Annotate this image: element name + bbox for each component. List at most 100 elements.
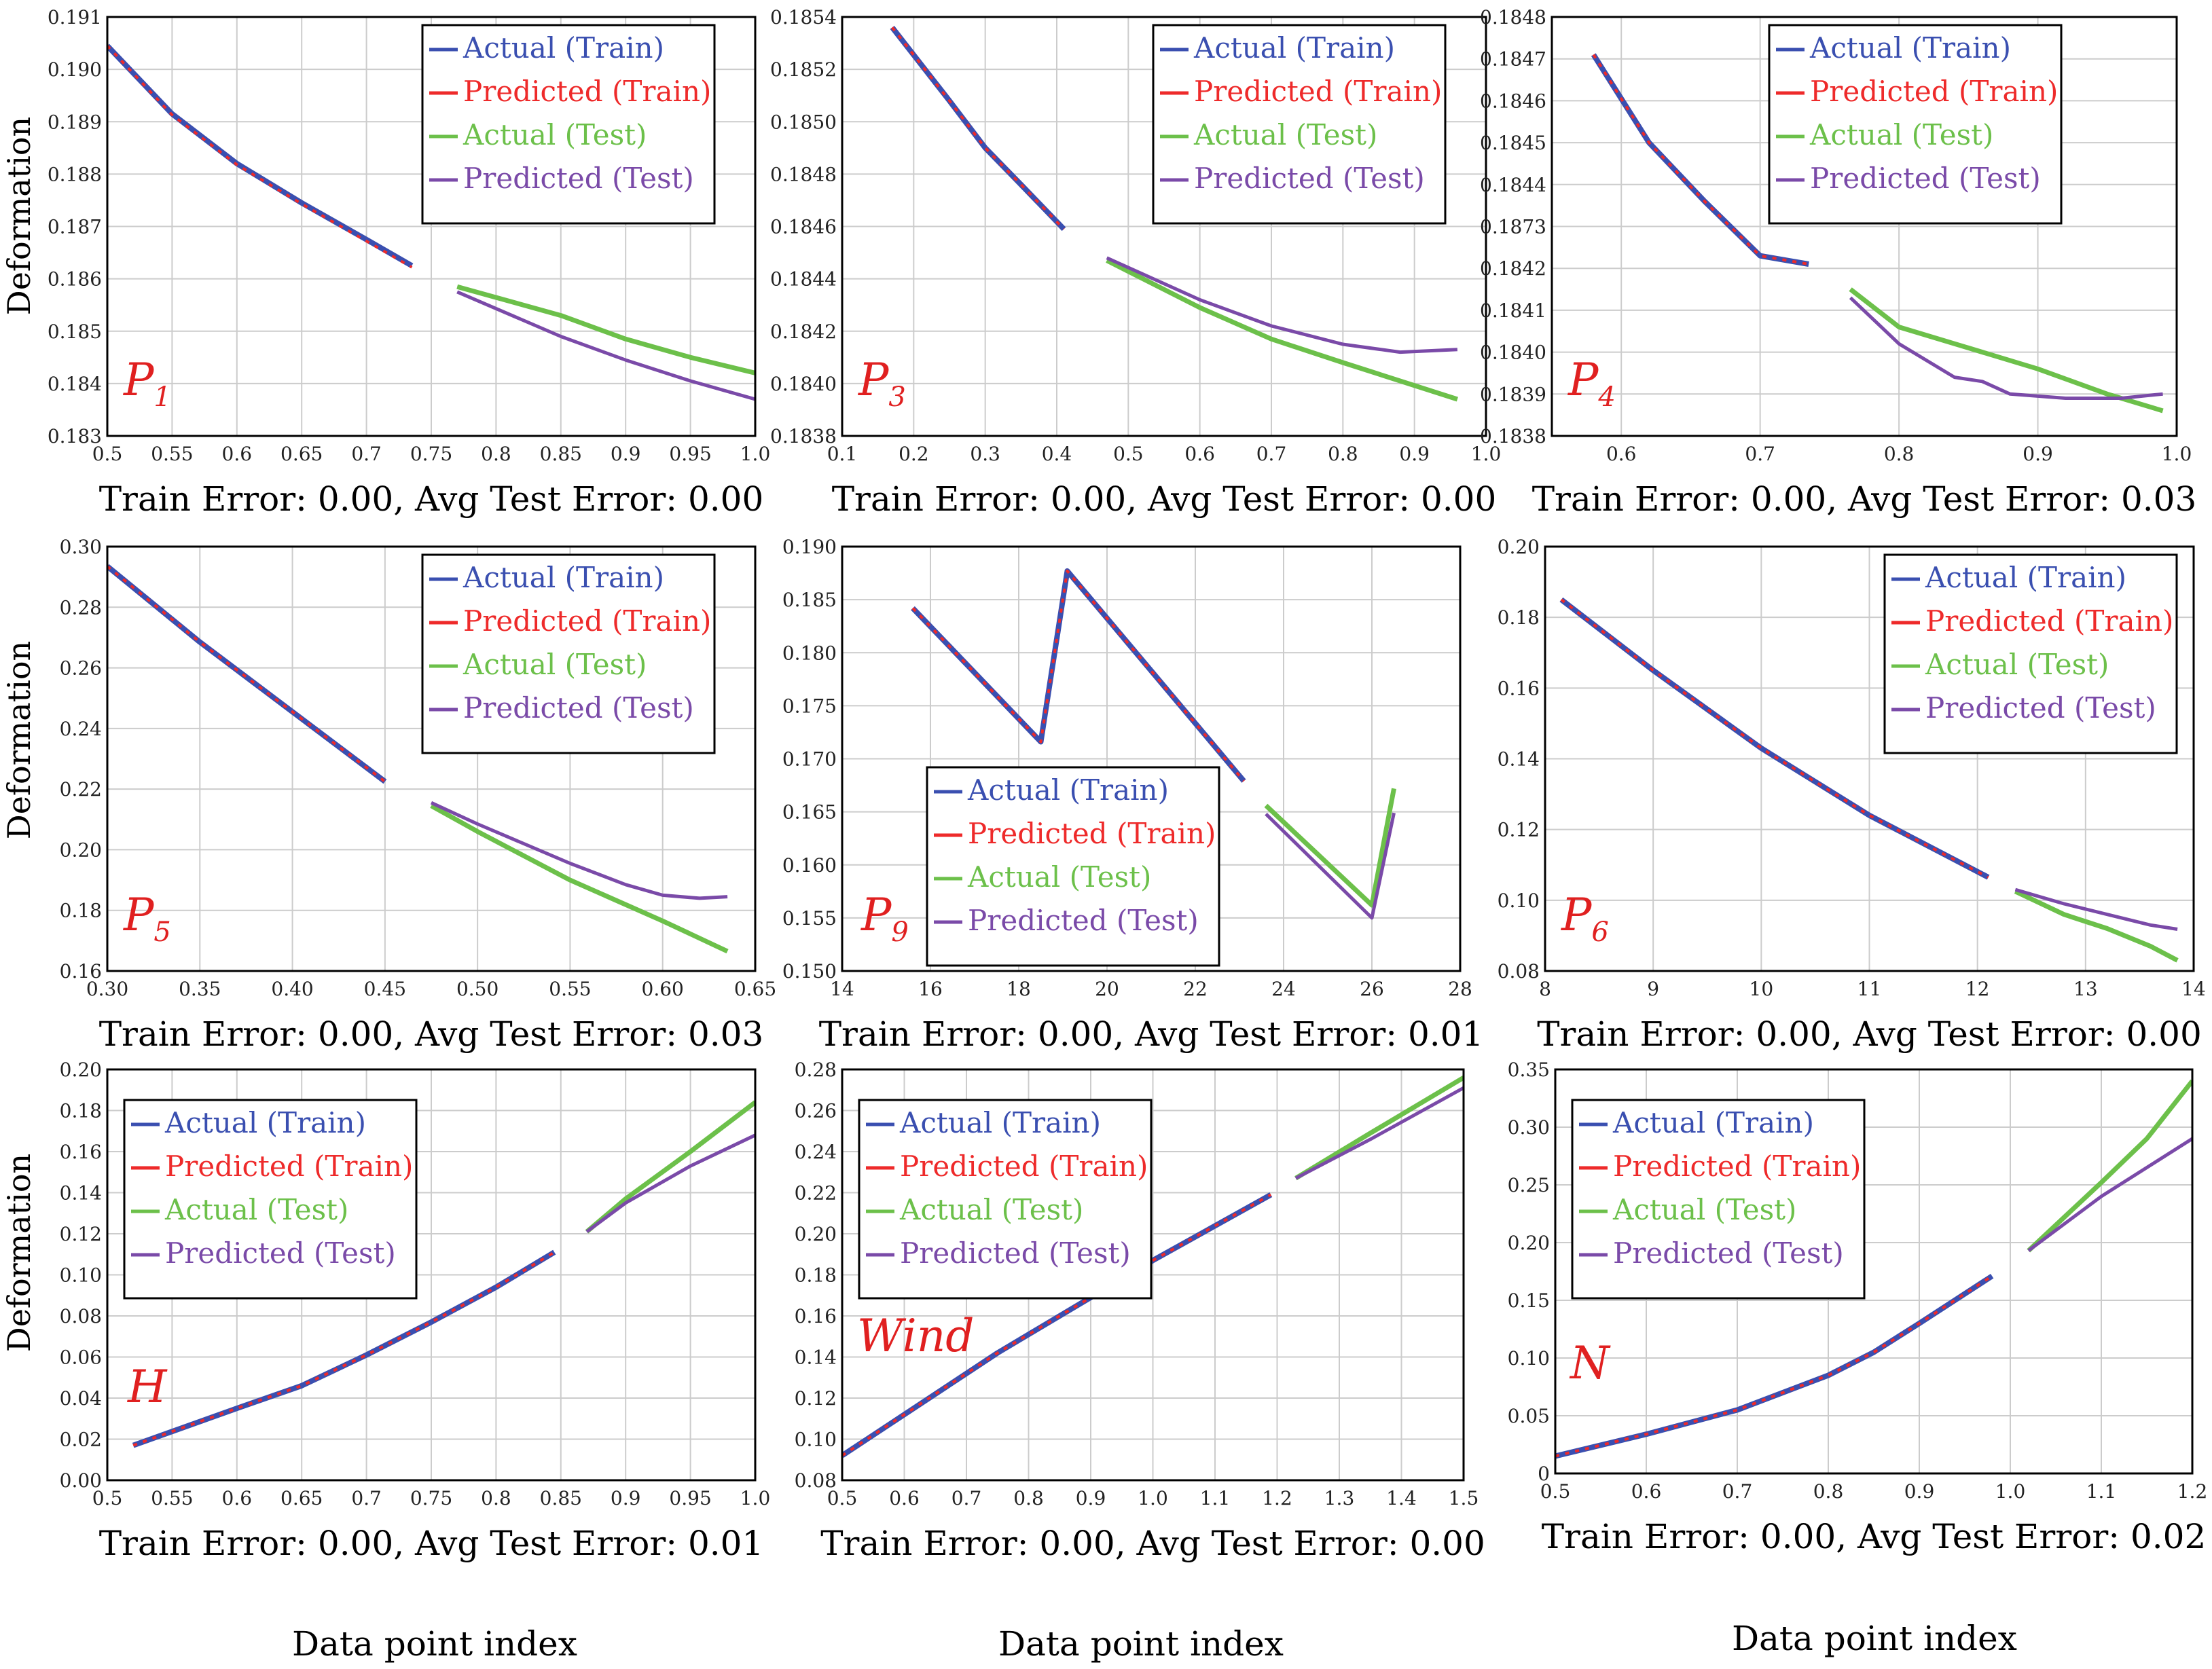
y-tick-label: 0.175 <box>782 695 837 717</box>
y-tick-label: 0.183 <box>48 425 102 447</box>
legend-label-predicted_test: Predicted (Test) <box>1194 162 1425 195</box>
legend-label-predicted_test: Predicted (Test) <box>463 162 694 195</box>
series-group <box>890 25 1458 402</box>
train-predicted-line <box>1560 598 1989 879</box>
test-predicted-line <box>430 801 728 900</box>
y-axis-label-row-3: Deformation <box>1 1154 37 1352</box>
plot-frame <box>841 1068 1465 1482</box>
x-tick-label: 0.8 <box>1884 443 1915 465</box>
x-tick-label: 0.9 <box>1904 1480 1935 1503</box>
y-tick-label: 0.15 <box>1508 1289 1550 1312</box>
series-group <box>132 1100 755 1448</box>
chart-panel-7: 0.5 0.55 0.6 0.65 0.7 0.75 0.8 0.85 0.9 0.95 1.0 0.… <box>60 1059 771 1563</box>
x-tick-label: 0.65 <box>280 443 323 465</box>
y-tick-label: 0.30 <box>60 536 102 558</box>
x-tick-label: 0.5 <box>1113 443 1144 465</box>
legend-label-actual_train: Actual (Train) <box>1809 31 2011 65</box>
legend-label-actual_test: Actual (Test) <box>1612 1193 1796 1226</box>
x-tick-label: 0.65 <box>734 978 776 1000</box>
y-tick-label: 0.165 <box>782 801 837 824</box>
x-tick-label: 1.1 <box>2086 1480 2117 1503</box>
train-predicted-line <box>1555 1274 1993 1458</box>
x-tick-label: 0.6 <box>889 1487 920 1509</box>
y-tick-label: 0.1840 <box>770 373 837 395</box>
x-tick-label: 1.3 <box>1324 1487 1355 1509</box>
panel-caption: Train Error: 0.00, Avg Test Error: 0.00 <box>820 1524 1485 1563</box>
plot-frame <box>841 545 1462 972</box>
series-group <box>1559 597 2179 963</box>
x-tick-label: 0.4 <box>1042 443 1072 465</box>
x-tick-label: 0.9 <box>611 1487 641 1509</box>
y-axis-label-row-1: Deformation <box>1 117 37 315</box>
y-tick-label: 0.185 <box>48 320 102 343</box>
test-actual-line <box>1106 258 1458 402</box>
y-tick-label: 0.10 <box>60 1264 102 1287</box>
series-group <box>1591 53 2164 414</box>
test-predicted-line <box>1849 296 2163 400</box>
chart-panel-5: 14 16 18 20 22 24 26 28 0.150 0.155 0.160 0.165 0.17… <box>782 536 1483 1054</box>
y-tick-label: 0 <box>1538 1463 1550 1485</box>
x-tick-label: 10 <box>1749 978 1774 1000</box>
legend-box <box>123 1099 418 1300</box>
x-tick-label: 0.9 <box>611 443 641 465</box>
y-axis-label-row-2: Deformation <box>1 641 37 839</box>
y-tick-label: 0.188 <box>48 163 102 185</box>
y-tick-label: 0.18 <box>60 900 102 922</box>
legend-box <box>1152 24 1447 225</box>
legend-label-actual_train: Actual (Train) <box>1193 31 1395 65</box>
panel-label-subscript: 3 <box>888 382 905 413</box>
test-predicted-line <box>585 1133 755 1234</box>
y-tick-label: 0.10 <box>1498 889 1540 912</box>
plot-frame <box>1551 16 2178 437</box>
y-tick-label: 0.184 <box>48 373 102 395</box>
x-axis-label-col-3: Data point index <box>1732 1619 2017 1658</box>
panel-caption: Train Error: 0.00, Avg Test Error: 0.00 <box>832 479 1497 519</box>
legend-label-actual_test: Actual (Test) <box>1809 118 1993 151</box>
y-tick-label: 0.28 <box>60 596 102 619</box>
y-tick-label: 0.18 <box>795 1264 837 1287</box>
legend-label-actual_test: Actual (Test) <box>1193 118 1377 151</box>
x-tick-label: 0.6 <box>222 1487 253 1509</box>
legend-label-predicted_train: Predicted (Train) <box>900 1150 1148 1183</box>
train-predicted-line <box>1592 54 1809 265</box>
x-tick-label: 0.9 <box>2023 443 2053 465</box>
panel-label-subscript: 4 <box>1597 382 1615 413</box>
train-actual-line <box>890 25 1066 232</box>
x-tick-label: 1.0 <box>740 1487 771 1509</box>
x-tick-label: 0.5 <box>1540 1480 1571 1503</box>
test-actual-line <box>2027 1079 2192 1253</box>
y-tick-label: 0.1873 <box>1480 216 1546 238</box>
y-tick-label: 0.20 <box>1508 1232 1550 1254</box>
x-axis-label-col-2: Data point index <box>998 1624 1284 1664</box>
legend-label-predicted_train: Predicted (Train) <box>1925 604 2173 638</box>
train-actual-line <box>107 564 387 784</box>
x-tick-label: 0.5 <box>92 443 123 465</box>
legend-label-predicted_test: Predicted (Test) <box>463 691 694 725</box>
y-tick-label: 0.1840 <box>1480 342 1546 364</box>
x-tick-label: 1.2 <box>1262 1487 1292 1509</box>
legend-label-predicted_test: Predicted (Test) <box>165 1236 396 1270</box>
legend-box <box>858 1099 1153 1300</box>
x-tick-label: 0.9 <box>1076 1487 1106 1509</box>
train-predicted-line <box>842 1193 1272 1457</box>
train-actual-line <box>911 568 1246 783</box>
y-tick-label: 0.1841 <box>1480 299 1546 322</box>
legend-label-predicted_test: Predicted (Test) <box>968 904 1199 937</box>
x-tick-label: 0.50 <box>456 978 498 1000</box>
x-tick-label: 0.1 <box>827 443 858 465</box>
x-tick-label: 0.8 <box>1013 1487 1044 1509</box>
legend-box <box>421 24 716 225</box>
chart-panel-8: 0.5 0.6 0.7 0.8 0.9 1.0 1.1 1.2 1.3 1.4 1.5 0.08 0.1… <box>795 1059 1485 1563</box>
test-predicted-line <box>1294 1086 1464 1180</box>
x-tick-label: 1.0 <box>740 443 771 465</box>
y-tick-label: 0.04 <box>60 1387 102 1410</box>
y-tick-label: 0.10 <box>1508 1347 1550 1370</box>
y-tick-label: 0.1842 <box>770 320 837 343</box>
x-tick-label: 8 <box>1539 978 1551 1000</box>
panel-caption: Train Error: 0.00, Avg Test Error: 0.03 <box>99 1014 764 1054</box>
x-tick-label: 0.45 <box>364 978 406 1000</box>
legend-label-actual_test: Actual (Test) <box>967 860 1151 894</box>
legend-box <box>1768 24 2063 225</box>
y-tick-label: 0.160 <box>782 854 837 877</box>
legend-box <box>421 553 716 754</box>
